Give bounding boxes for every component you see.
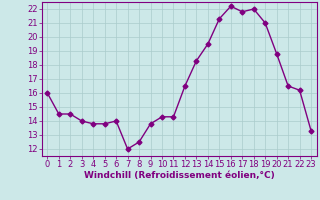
X-axis label: Windchill (Refroidissement éolien,°C): Windchill (Refroidissement éolien,°C)	[84, 171, 275, 180]
